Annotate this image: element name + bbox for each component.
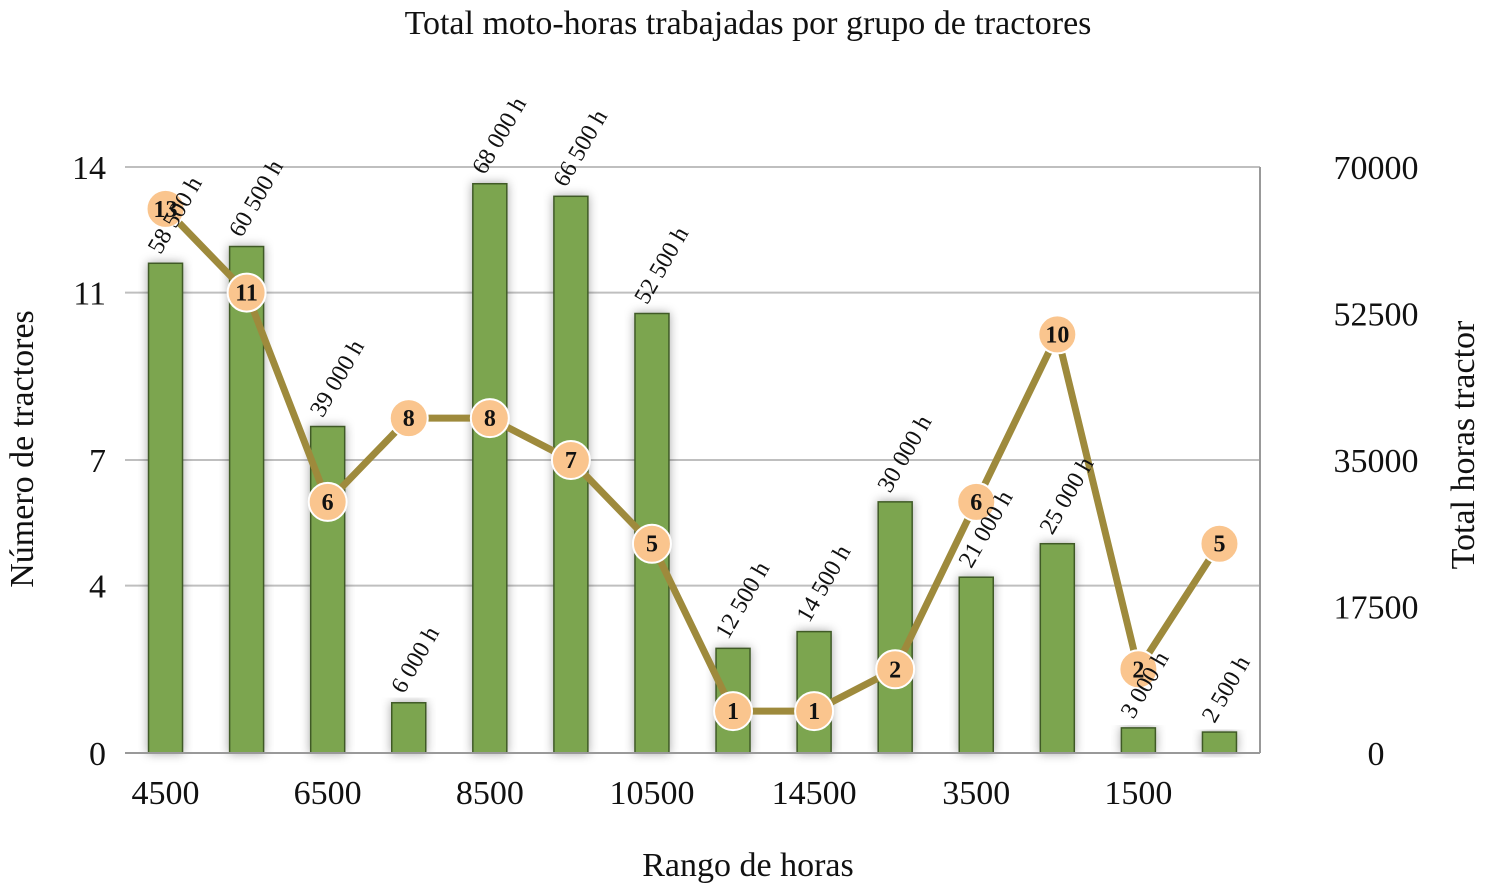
chart-title: Total moto-horas trabajadas por grupo de… xyxy=(405,5,1092,42)
y-left-tick-label: 4 xyxy=(89,569,106,606)
bar-data-label: 68 000 h xyxy=(468,93,533,179)
bar xyxy=(1201,731,1238,754)
y-right-tick-label: 0 xyxy=(1368,736,1385,773)
line-data-label: 2 xyxy=(889,657,901,683)
x-tick-label: 8500 xyxy=(456,775,524,812)
bar xyxy=(1120,727,1157,754)
y-left-tick-label: 0 xyxy=(89,736,106,773)
bar xyxy=(958,576,994,754)
line-marker xyxy=(1037,314,1078,355)
x-tick-label: 4500 xyxy=(132,775,200,812)
y-left-tick-label: 14 xyxy=(72,150,106,187)
bar-data-label: 6 000 h xyxy=(386,622,445,697)
bar xyxy=(877,501,913,754)
bar-data-label: 52 500 h xyxy=(630,223,695,309)
y-axis-title-left: Número de tractores xyxy=(4,310,41,588)
x-tick-label: 6500 xyxy=(294,775,362,812)
bar-data-label: 14 500 h xyxy=(792,541,857,627)
y-right-tick-label: 52500 xyxy=(1334,297,1419,334)
line-data-label: 5 xyxy=(1213,532,1225,558)
line-marker xyxy=(145,188,186,229)
line-marker xyxy=(1199,523,1240,564)
bar-data-label: 25 000 h xyxy=(1035,453,1100,539)
line-data-label: 6 xyxy=(970,490,982,516)
bar-data-label: 66 500 h xyxy=(549,106,614,192)
bar xyxy=(147,262,184,754)
bar xyxy=(472,182,508,754)
line-marker xyxy=(713,691,754,732)
bar xyxy=(1039,542,1076,754)
bar-data-label: 39 000 h xyxy=(305,336,370,422)
line-marker xyxy=(469,398,510,439)
x-tick-label: 3500 xyxy=(942,775,1010,812)
y-right-tick-label: 70000 xyxy=(1334,150,1419,187)
grid xyxy=(125,166,1260,587)
line-data-label: 8 xyxy=(484,406,496,432)
bar xyxy=(391,702,427,754)
line-data-label: 10 xyxy=(1045,322,1069,348)
x-axis-title: Rango de horas xyxy=(642,847,854,884)
line-data-label: 13 xyxy=(154,197,178,223)
line-marker xyxy=(956,481,997,522)
line-data-label: 1 xyxy=(808,699,820,725)
line-marker xyxy=(875,649,916,690)
y-left-tick-label: 11 xyxy=(73,276,106,313)
line-data-label: 5 xyxy=(646,532,658,558)
x-tick-label: 1500 xyxy=(1104,775,1172,812)
y-left-tick-label: 7 xyxy=(89,443,106,480)
line-data-label: 2 xyxy=(1132,657,1144,683)
line-data-label: 7 xyxy=(565,448,577,474)
line-data-label: 6 xyxy=(322,490,334,516)
bar-data-label: 30 000 h xyxy=(873,411,938,497)
bar-data-label: 12 500 h xyxy=(711,558,776,644)
line-data-label: 11 xyxy=(235,281,258,307)
line-marker xyxy=(226,272,267,313)
x-tick-label: 10500 xyxy=(609,775,694,812)
line-marker xyxy=(1118,649,1159,690)
bar-data-label: 60 500 h xyxy=(224,156,289,242)
line-marker xyxy=(794,691,835,732)
bar-data-label: 2 500 h xyxy=(1197,652,1256,727)
y-axis-title-right: Total horas tractor xyxy=(1445,320,1482,569)
y-right-tick-label: 35000 xyxy=(1334,443,1419,480)
line-marker xyxy=(388,398,429,439)
line-marker xyxy=(307,481,348,522)
line-data-label: 1 xyxy=(727,699,739,725)
line-marker xyxy=(550,440,591,480)
x-tick-label: 14500 xyxy=(772,775,857,812)
line-marker xyxy=(631,523,672,564)
y-right-tick-label: 17500 xyxy=(1334,590,1419,627)
line-data-label: 8 xyxy=(403,406,415,432)
